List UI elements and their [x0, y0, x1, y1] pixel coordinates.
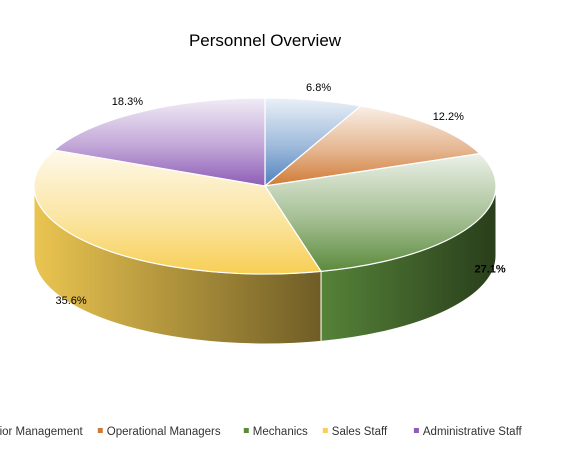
pie-slice-mechanics — [263, 152, 497, 273]
pie-slice-administrative-staff — [52, 97, 266, 187]
legend: Senior Management Operational Managers Mec… — [0, 426, 523, 438]
data-label-sales-staff: 35.6% — [55, 295, 86, 307]
legend-label: Administrative Staff — [423, 426, 523, 438]
chart-title: Personnel Overview — [189, 31, 342, 50]
legend-marker — [322, 428, 328, 433]
legend-label: Sales Staff — [332, 426, 388, 438]
legend-label: Senior Management — [0, 426, 83, 438]
legend-label: Operational Managers — [107, 426, 221, 438]
data-label-senior-management: 6.8% — [306, 82, 331, 94]
legend-marker — [97, 428, 103, 433]
data-label-administrative-staff: 18.3% — [112, 96, 143, 108]
legend-marker — [413, 428, 419, 433]
legend-item-operational-managers: Operational Managers — [97, 426, 221, 438]
legend-item-senior-management: Senior Management — [0, 426, 83, 438]
legend-label: Mechanics — [253, 426, 308, 438]
legend-item-sales-staff: Sales Staff — [322, 426, 388, 438]
pie-labels: 6.8% 12.2% 27.1% 35.6% 18.3% — [55, 82, 505, 307]
pie-slice-operational-managers — [262, 105, 482, 187]
pie-slices — [33, 97, 497, 275]
pie-slice-sales-staff — [33, 149, 323, 275]
legend-item-mechanics: Mechanics — [243, 426, 308, 438]
data-label-mechanics: 27.1% — [474, 264, 505, 276]
legend-item-administrative-staff: Administrative Staff — [413, 426, 523, 438]
legend-marker — [243, 428, 249, 433]
data-label-operational-managers: 12.2% — [433, 111, 464, 123]
